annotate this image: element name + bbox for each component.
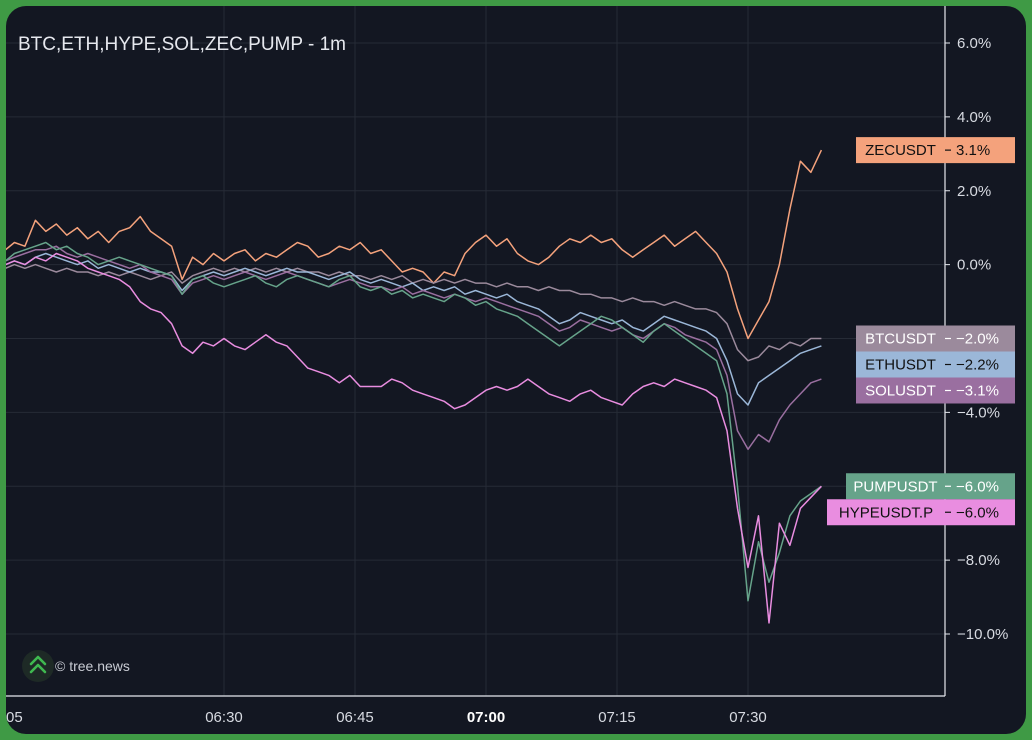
x-tick-label: 07:00 (467, 709, 505, 726)
price-tag-value-box (945, 137, 1015, 164)
series-line-zecusdt (6, 149, 823, 340)
price-tag-name: BTCUSDT (865, 331, 936, 348)
price-tag-value: −2.2% (956, 357, 999, 374)
y-tick-label: −4.0% (957, 404, 1000, 421)
x-axis: 05 06:30 06:45 07:00 07:15 07:30 (6, 709, 767, 726)
chart-canvas[interactable]: 6.0% 4.0% 2.0% 0.0% −4.0% −8.0% −10.0% 05 06:30… (6, 6, 1026, 734)
series-lines (6, 149, 823, 624)
y-tick-label: 4.0% (957, 109, 991, 126)
price-tag-name-box (856, 325, 945, 352)
price-tag-zecusdt: ZECUSDT 3.1% (856, 137, 1015, 164)
x-tick-label: 05 (6, 709, 23, 726)
price-tag-name: PUMPUSDT (853, 478, 937, 495)
price-tag-ethusdt: ETHUSDT −2.2% (856, 351, 1015, 378)
price-tag-pumpusdt: PUMPUSDT −6.0% (846, 473, 1015, 500)
credit-text: © tree.news (55, 658, 130, 674)
y-tick-label: −8.0% (957, 552, 1000, 569)
price-tag-name-box (856, 351, 945, 378)
price-tag-value: −6.0% (956, 504, 999, 521)
chart-frame: 6.0% 4.0% 2.0% 0.0% −4.0% −8.0% −10.0% 05 06:30… (6, 6, 1026, 734)
series-line-hypeusdt-p (6, 252, 822, 624)
price-tag-value: −3.1% (956, 383, 999, 400)
credit: © tree.news (22, 650, 130, 682)
y-tick-label: −10.0% (957, 626, 1008, 643)
price-tag-value-box (945, 473, 1015, 500)
price-tag-hypeusdt-p: HYPEUSDT.P −6.0% (827, 499, 1015, 526)
tree-news-logo-icon (29, 655, 47, 674)
series-line-btcusdt (6, 263, 822, 362)
price-tag-value-box (945, 325, 1015, 352)
x-tick-label: 06:45 (336, 709, 374, 726)
price-tag-value: −2.0% (956, 331, 999, 348)
price-tag-value: −6.0% (956, 478, 999, 495)
chart-title: BTC,ETH,HYPE,SOL,ZEC,PUMP - 1m (18, 34, 346, 55)
price-tag-name: ZECUSDT (865, 142, 936, 159)
price-tag-value-box (945, 377, 1015, 404)
price-tag-name: ETHUSDT (865, 357, 936, 374)
price-tag-solusdt: SOLUSDT −3.1% (856, 377, 1015, 404)
price-tag-value-box (945, 499, 1015, 526)
grid (6, 6, 945, 696)
price-tag-name-box (856, 377, 945, 404)
x-tick-label: 06:30 (205, 709, 243, 726)
series-line-ethusdt (6, 252, 822, 406)
price-tag-name-box (827, 499, 945, 526)
series-line-pumpusdt (6, 241, 822, 602)
y-axis: 6.0% 4.0% 2.0% 0.0% −4.0% −8.0% −10.0% (945, 35, 1008, 643)
price-tag-name: SOLUSDT (865, 383, 936, 400)
y-tick-label: 0.0% (957, 257, 991, 274)
price-tag-name-box (846, 473, 945, 500)
x-tick-label: 07:30 (729, 709, 767, 726)
price-tag-btcusdt: BTCUSDT −2.0% (856, 325, 1015, 352)
price-tag-value: 3.1% (956, 142, 990, 159)
y-tick-label: 6.0% (957, 35, 991, 52)
x-tick-label: 07:15 (598, 709, 636, 726)
price-tag-name-box (856, 137, 945, 164)
price-tag-name: HYPEUSDT.P (839, 504, 933, 521)
price-tag-value-box (945, 351, 1015, 378)
price-tags: ZECUSDT 3.1% BTCUSDT −2.0% ETHUSDT −2.2% SOLUS… (827, 137, 1015, 526)
y-tick-label: 2.0% (957, 183, 991, 200)
